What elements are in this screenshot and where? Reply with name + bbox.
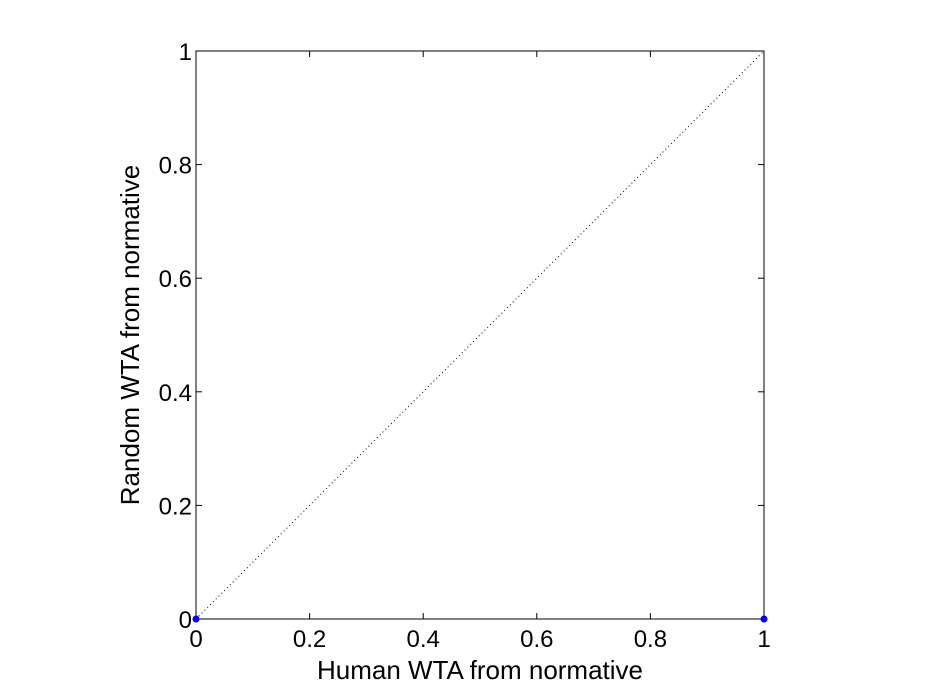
y-tick-label: 0.4 — [159, 380, 192, 407]
x-axis-label: Human WTA from normative — [317, 655, 643, 685]
data-point — [192, 615, 200, 623]
data-point — [760, 615, 768, 623]
plot-area-frame — [195, 50, 765, 620]
x-tick-label: 0.4 — [407, 626, 440, 653]
y-tick-label: 0 — [179, 607, 192, 634]
x-tick-label: 0.2 — [293, 626, 326, 653]
x-tick-label: 1 — [757, 626, 770, 653]
x-tick-label: 0 — [189, 626, 202, 653]
y-tick-label: 0.6 — [159, 266, 192, 293]
y-tick-label: 0.2 — [159, 493, 192, 520]
y-axis-label: Random WTA from normative — [115, 165, 145, 506]
x-tick-label: 0.8 — [634, 626, 667, 653]
y-tick-label: 1 — [179, 39, 192, 66]
x-tick-label: 0.6 — [520, 626, 553, 653]
plot-area-background — [196, 51, 764, 619]
tick-labels-layer: 0 0.2 0.4 0.6 0.8 1 0 0.2 0.4 0.6 0.8 1 — [159, 39, 771, 653]
y-tick-label: 0.8 — [159, 153, 192, 180]
data-points-layer — [192, 615, 768, 623]
